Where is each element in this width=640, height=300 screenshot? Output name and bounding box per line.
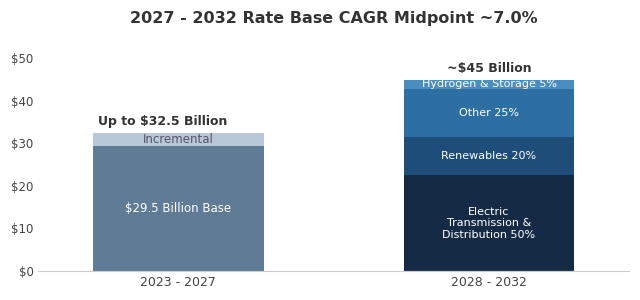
Text: Up to $32.5 Billion: Up to $32.5 Billion (98, 116, 227, 128)
Text: Renewables 20%: Renewables 20% (442, 151, 536, 161)
Text: ~$45 Billion: ~$45 Billion (447, 62, 531, 75)
Text: Hydrogen & Storage 5%: Hydrogen & Storage 5% (422, 79, 557, 89)
Bar (404, 89, 575, 137)
Bar (93, 146, 264, 271)
Bar (404, 80, 575, 89)
Text: $29.5 Billion Base: $29.5 Billion Base (125, 202, 231, 215)
Text: Other 25%: Other 25% (459, 108, 519, 118)
Title: 2027 - 2032 Rate Base CAGR Midpoint ~7.0%: 2027 - 2032 Rate Base CAGR Midpoint ~7.0… (130, 11, 538, 26)
Bar (93, 133, 264, 146)
Bar (404, 137, 575, 175)
Text: Electric
Transmission &
Distribution 50%: Electric Transmission & Distribution 50% (442, 207, 536, 240)
Bar (404, 175, 575, 271)
Text: Incremental: Incremental (143, 133, 214, 146)
